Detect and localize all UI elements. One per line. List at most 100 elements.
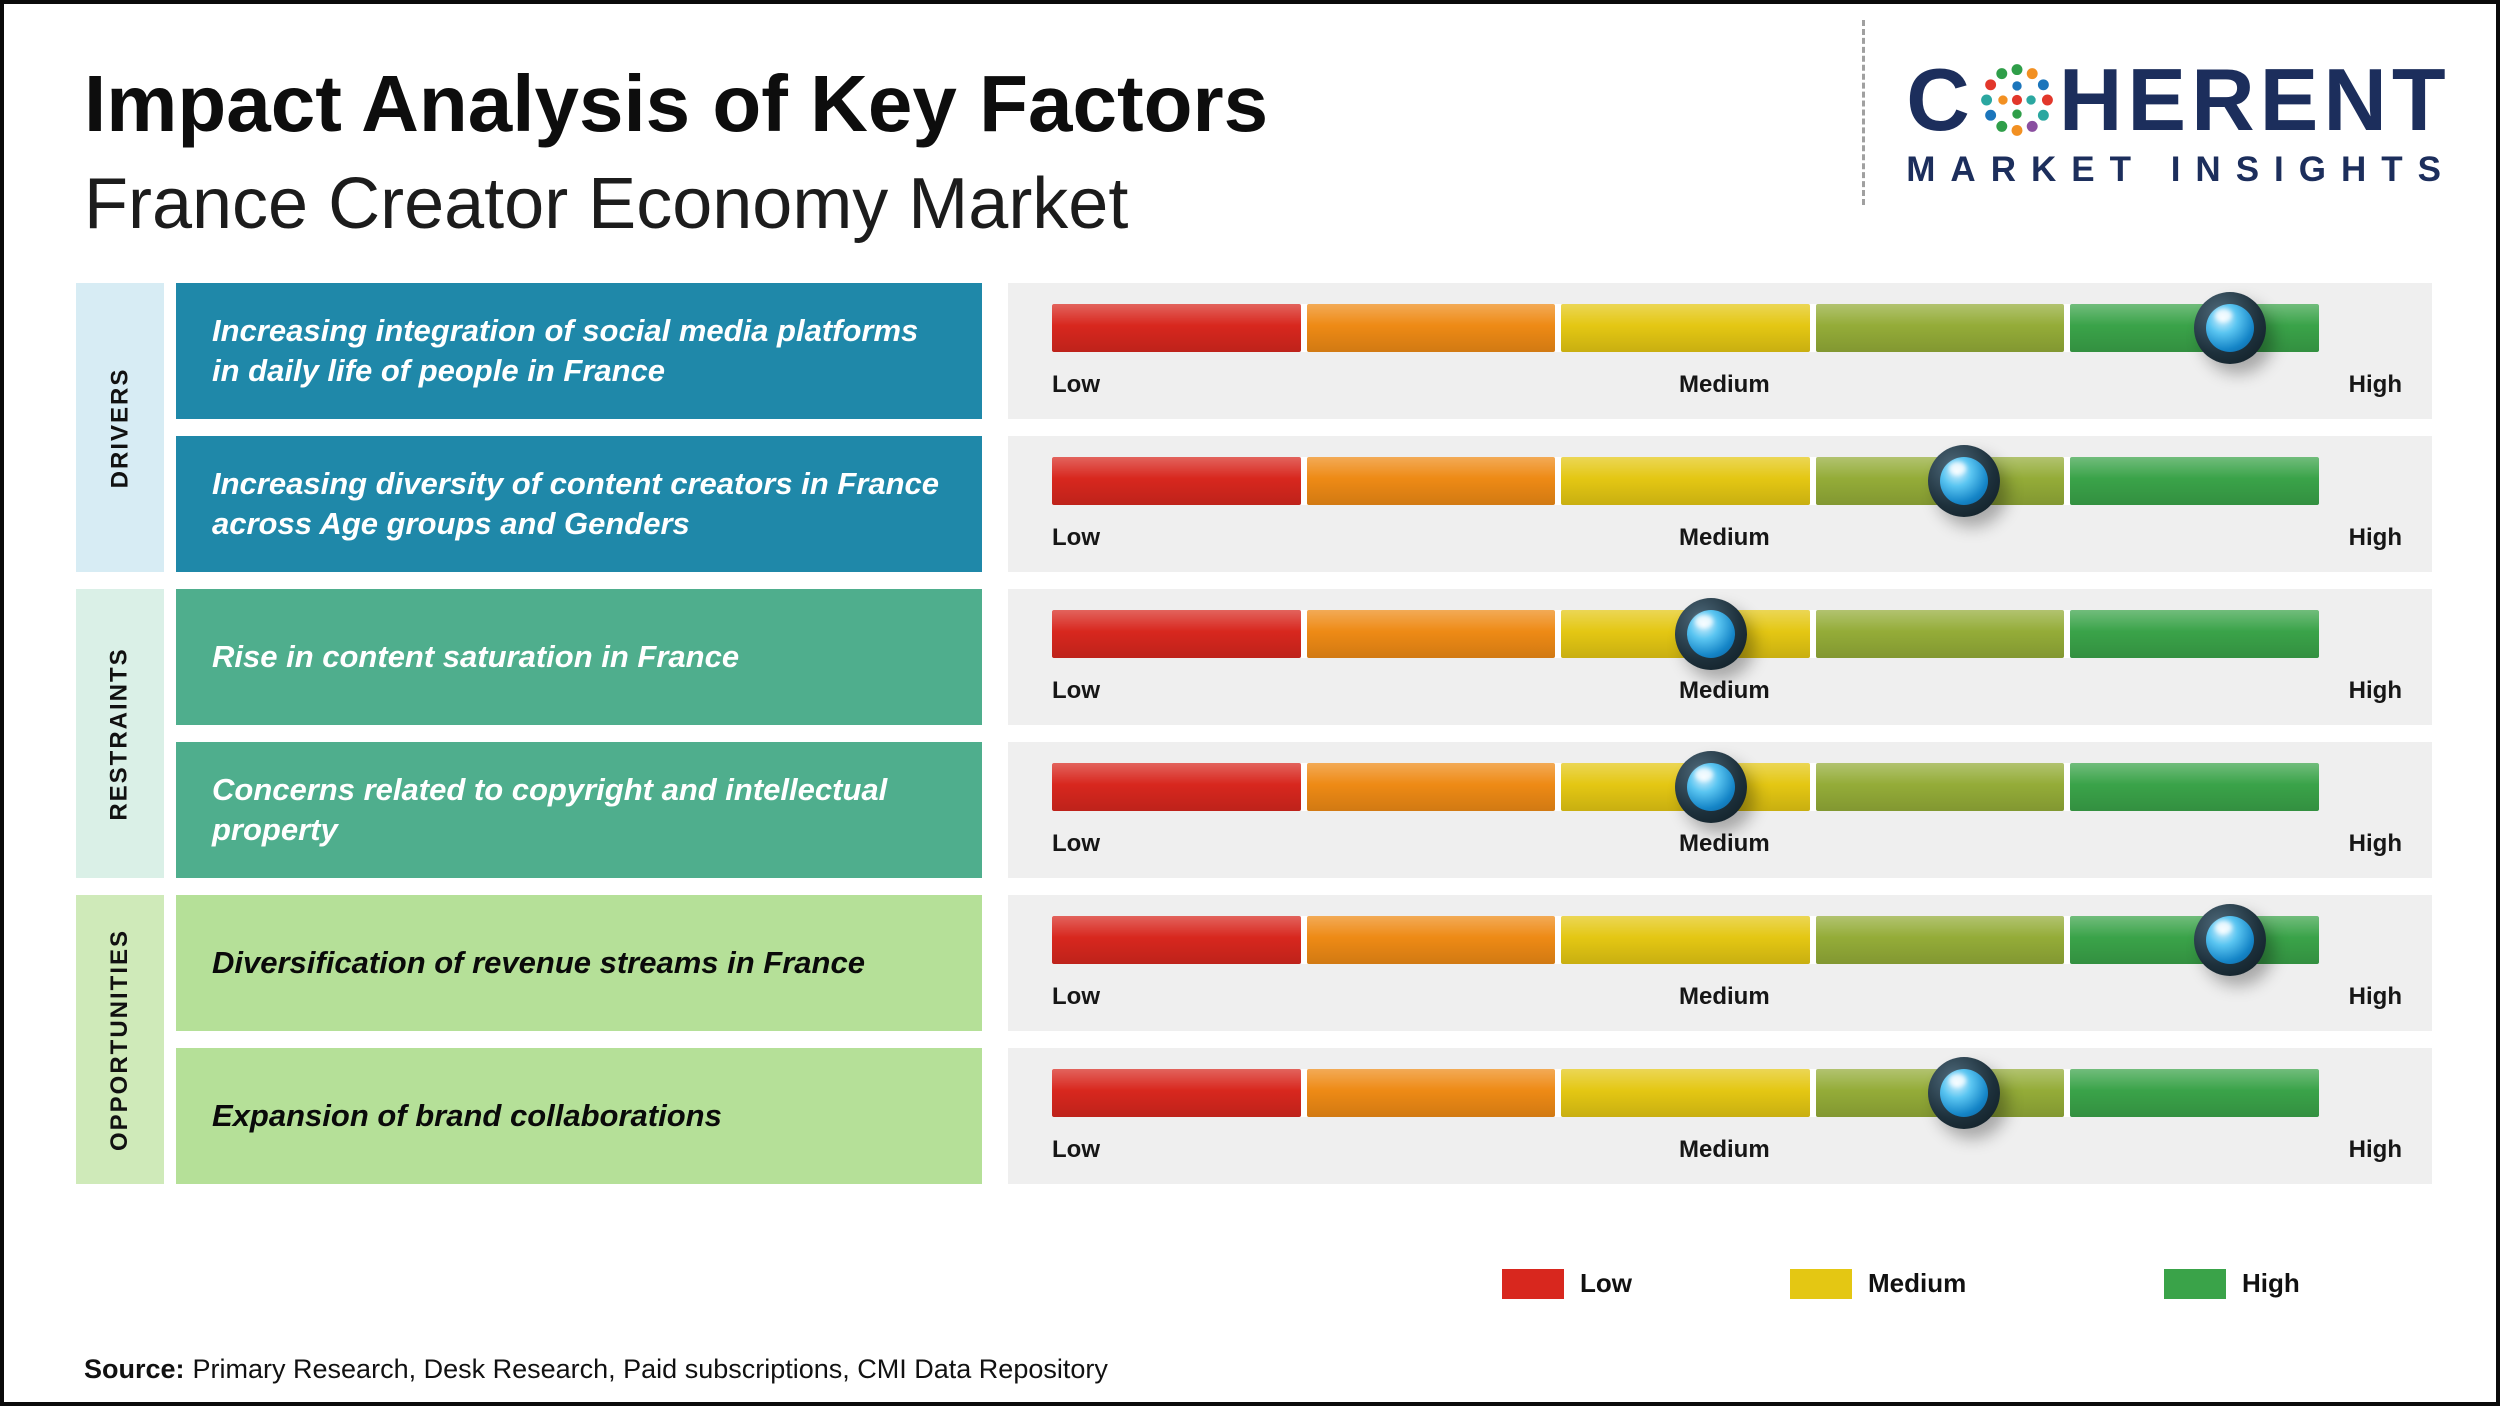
factor-label: Concerns related to copyright and intell… — [212, 771, 888, 847]
impact-scale-panel: Low Medium High — [1008, 589, 2432, 725]
impact-marker-core — [1940, 457, 1989, 505]
source-label: Source: — [84, 1354, 185, 1384]
impact-scale-panel: Low Medium High — [1008, 1048, 2432, 1184]
impact-scale-panel: Low Medium High — [1008, 742, 2432, 878]
scale-segment — [1052, 916, 1301, 964]
scale-labels: Low Medium High — [1052, 983, 2402, 1011]
scale-segment — [1561, 457, 1810, 505]
group-tab-opportunities: OPPORTUNITIES — [76, 895, 164, 1184]
group-tab-drivers: DRIVERS — [76, 283, 164, 572]
logo-divider-dashed-line — [1862, 20, 1865, 205]
scale-label-medium: Medium — [1679, 1136, 1770, 1163]
scale-label-low: Low — [1052, 371, 1100, 398]
legend-label-low: Low — [1580, 1268, 1632, 1298]
scale-segment — [1815, 916, 2065, 964]
impact-scale-bar — [1052, 445, 2319, 517]
scale-segment — [1052, 457, 1301, 505]
scale-segment — [1561, 304, 1810, 352]
logo-letters-herent: HERENT — [2058, 50, 2451, 149]
scale-segment — [2070, 763, 2319, 811]
impact-marker — [1674, 751, 1747, 823]
factor-row: Diversification of revenue streams in Fr… — [4, 895, 2496, 1031]
scale-segment — [1306, 916, 1556, 964]
factor-label: Expansion of brand collaborations — [212, 1097, 722, 1133]
source-text: Primary Research, Desk Research, Paid su… — [192, 1354, 1108, 1384]
scale-segment — [1561, 916, 1810, 964]
scale-label-low: Low — [1052, 524, 1100, 551]
scale-segment — [2070, 610, 2319, 658]
impact-scale-bar — [1052, 598, 2319, 670]
logo-letter-c: C — [1906, 50, 1975, 149]
impact-scale-bar — [1052, 751, 2319, 823]
scale-segment — [1306, 763, 1556, 811]
impact-marker-core — [1940, 1069, 1989, 1117]
scale-label-medium: Medium — [1679, 677, 1770, 704]
factor-label-box: Increasing integration of social media p… — [176, 283, 982, 419]
impact-scale-bar — [1052, 904, 2319, 976]
impact-scale-bar — [1052, 292, 2319, 364]
scale-segment — [1306, 1069, 1556, 1117]
factor-label: Diversification of revenue streams in Fr… — [212, 944, 865, 980]
scale-label-high: High — [2348, 524, 2402, 551]
scale-label-high: High — [2348, 830, 2402, 857]
factor-row: Concerns related to copyright and intell… — [4, 742, 2496, 878]
logo-tagline: MARKET INSIGHTS — [1906, 150, 2456, 189]
factor-label: Increasing integration of social media p… — [212, 312, 919, 388]
impact-marker-core — [1686, 763, 1735, 811]
impact-scale-panel: Low Medium High — [1008, 283, 2432, 419]
scale-labels: Low Medium High — [1052, 677, 2402, 705]
scale-segment — [1815, 610, 2065, 658]
scale-label-medium: Medium — [1679, 983, 1770, 1010]
impact-marker-core — [1686, 610, 1735, 658]
scale-label-medium: Medium — [1679, 371, 1770, 398]
scale-segment — [1306, 304, 1556, 352]
impact-marker — [2194, 292, 2267, 364]
factor-row: Increasing integration of social media p… — [4, 283, 2496, 419]
scale-labels: Low Medium High — [1052, 371, 2402, 399]
factor-label-box: Increasing diversity of content creators… — [176, 436, 982, 572]
scale-label-low: Low — [1052, 677, 1100, 704]
factor-label-box: Rise in content saturation in France — [176, 589, 982, 725]
factor-label: Increasing diversity of content creators… — [212, 465, 940, 541]
scale-segment — [1306, 457, 1556, 505]
impact-scale-panel: Low Medium High — [1008, 436, 2432, 572]
impact-marker — [1928, 445, 2001, 517]
legend-item-medium: Medium — [1790, 1268, 1966, 1299]
legend-label-high: High — [2242, 1268, 2300, 1298]
impact-marker — [2194, 904, 2267, 976]
legend-label-medium: Medium — [1868, 1268, 1967, 1298]
legend-item-low: Low — [1502, 1268, 1632, 1299]
scale-segment — [2070, 1069, 2319, 1117]
scale-label-low: Low — [1052, 830, 1100, 857]
scale-label-low: Low — [1052, 1136, 1100, 1163]
scale-segment — [1561, 1069, 1810, 1117]
legend-item-high: High — [2164, 1268, 2300, 1299]
scale-labels: Low Medium High — [1052, 830, 2402, 858]
factor-label-box: Concerns related to copyright and intell… — [176, 742, 982, 878]
scale-segment — [1052, 304, 1301, 352]
scale-segment — [1052, 1069, 1301, 1117]
group-tab-restraints: RESTRAINTS — [76, 589, 164, 878]
scale-labels: Low Medium High — [1052, 1136, 2402, 1164]
scale-segment — [1052, 610, 1301, 658]
factor-label-box: Diversification of revenue streams in Fr… — [176, 895, 982, 1031]
page-subtitle: France Creator Economy Market — [84, 164, 1129, 244]
scale-label-high: High — [2348, 677, 2402, 704]
scale-label-medium: Medium — [1679, 524, 1770, 551]
scale-segment — [2070, 457, 2319, 505]
scale-segment — [1815, 763, 2065, 811]
logo-dotted-globe-icon — [1980, 64, 2053, 136]
factor-label: Rise in content saturation in France — [212, 638, 740, 674]
factor-row: Increasing diversity of content creators… — [4, 436, 2496, 572]
impact-marker-core — [2206, 916, 2255, 964]
brand-logo-wordmark: C — [1906, 56, 2456, 144]
scale-label-medium: Medium — [1679, 830, 1770, 857]
factor-row: Expansion of brand collaborations Low Me… — [4, 1048, 2496, 1184]
source-line: Source: Primary Research, Desk Research, … — [84, 1354, 1108, 1385]
scale-label-high: High — [2348, 1136, 2402, 1163]
scale-segment — [1052, 763, 1301, 811]
scale-segment — [1306, 610, 1556, 658]
impact-marker-core — [2206, 304, 2255, 352]
legend-swatch-medium — [1790, 1268, 1852, 1299]
